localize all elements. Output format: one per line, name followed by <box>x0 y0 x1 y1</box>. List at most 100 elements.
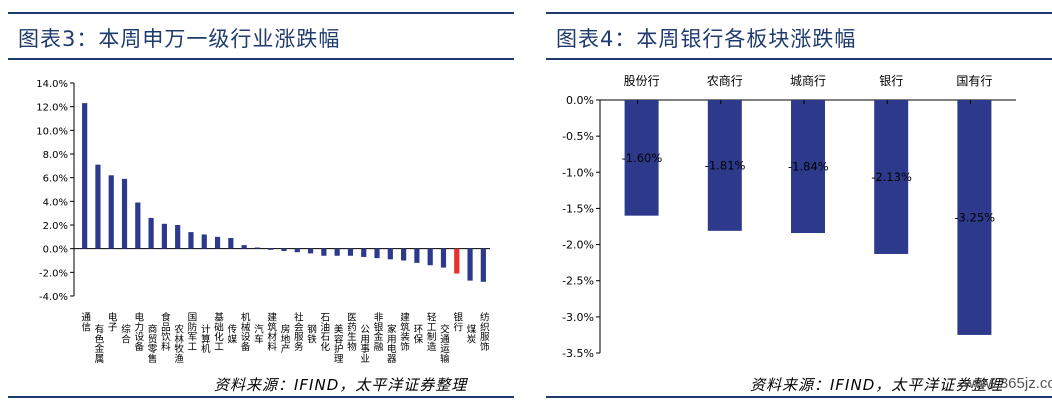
left-title-bar: 图表3：本周申万一级行业涨跌幅 <box>8 12 514 60</box>
bar-7 <box>161 223 167 249</box>
bar-20 <box>334 248 340 256</box>
data-label: -1.60% <box>622 151 663 165</box>
bar-27 <box>427 248 433 266</box>
x-category-label: 银行 <box>451 311 463 332</box>
data-label: -2.13% <box>871 170 912 184</box>
x-category-label: 传媒 <box>225 323 237 344</box>
bar-12 <box>228 238 234 249</box>
x-category-label: 交通运输 <box>438 323 450 364</box>
x-category-label: 建筑装饰 <box>398 311 410 352</box>
bar-14 <box>254 247 261 249</box>
y-tick-label: 10.0% <box>36 126 68 137</box>
y-tick-label: 8.0% <box>43 150 68 161</box>
right-source-note: 资料来源：IFIND，太平洋证券整理 <box>750 376 1004 394</box>
y-tick-label: -2.5% <box>562 275 594 288</box>
bar-30 <box>467 248 473 281</box>
left-panel: 图表3：本周申万一级行业涨跌幅 14.0% 12.0% 10.0% 8.0% 6.0% 4… <box>0 0 514 403</box>
y-tick-label: -1.5% <box>562 202 594 215</box>
data-label: -1.84% <box>788 160 829 174</box>
x-category-label: 电力设备 <box>132 311 144 352</box>
bar-1 <box>624 100 659 216</box>
left-footer-line <box>8 396 514 398</box>
x-category-label: 综合 <box>119 323 131 344</box>
y-tick-label: 6.0% <box>43 174 68 185</box>
bar-5 <box>957 100 992 335</box>
bar-2 <box>707 100 742 231</box>
y-tick-label: 12.0% <box>36 103 68 114</box>
x-category-label: 钢铁 <box>305 323 317 344</box>
y-tick-label: -3.5% <box>562 347 594 360</box>
bar-25 <box>401 248 407 261</box>
left-source-note: 资料来源：IFIND，太平洋证券整理 <box>214 376 468 394</box>
x-category-label: 基础化工 <box>212 311 224 351</box>
bar-10 <box>201 234 207 249</box>
y-tick-label: 0.0% <box>566 94 594 107</box>
x-category-label: 有色金属 <box>92 323 104 364</box>
x-category-label: 非银金融 <box>372 311 384 352</box>
x-category-label: 建筑材料 <box>265 311 277 352</box>
bar-2 <box>95 164 101 249</box>
x-category-label: 煤炭 <box>465 323 477 344</box>
x-category-label: 家用电器 <box>385 323 397 363</box>
bar-3 <box>791 100 825 234</box>
y-tick-label: -4.0% <box>39 292 68 303</box>
y-tick-label: -0.5% <box>562 130 594 143</box>
bar-21 <box>347 248 354 256</box>
x-category-label: 医药生物 <box>345 312 357 352</box>
bar-31 <box>480 248 486 282</box>
bar-17 <box>294 248 300 253</box>
y-tick-label: 14.0% <box>36 79 68 90</box>
x-category-label: 通信 <box>79 312 91 332</box>
left-bar-chart: 14.0% 12.0% 10.0% 8.0% 6.0% 4.0% 2.0% 0.0% -2.0%… <box>36 79 490 364</box>
bar-11 <box>214 236 221 249</box>
y-tick-label: -2.0% <box>39 268 68 279</box>
bar-18 <box>307 248 314 254</box>
bar-24 <box>387 248 393 260</box>
right-chart-title: 图表4：本周银行各板块涨跌幅 <box>556 27 857 51</box>
x-category-label: 环保 <box>411 324 423 344</box>
x-category-label: 股份行 <box>624 74 660 88</box>
watermark-text: www.365jz.com <box>964 375 1052 392</box>
x-category-label: 城商行 <box>790 73 826 88</box>
y-tick-label: -2.0% <box>562 239 594 252</box>
x-category-label: 农商行 <box>707 73 743 88</box>
bar-26 <box>414 248 420 263</box>
bar-4 <box>874 100 909 254</box>
bar-6 <box>148 217 154 249</box>
bar-22 <box>361 248 367 257</box>
bar-13 <box>241 245 247 249</box>
x-category-label: 美容护理 <box>332 323 344 363</box>
x-category-label: 汽车 <box>252 323 264 344</box>
bar-8 <box>175 225 181 249</box>
y-tick-label: 2.0% <box>43 221 68 232</box>
x-category-label: 农林牧渔 <box>172 323 184 363</box>
x-category-label: 食品饮料 <box>159 311 171 352</box>
x-category-label: 计算机 <box>199 323 211 354</box>
right-bar-chart: 0.0% -0.5% -1.0% -1.5% -2.0% -2.5% -3.0% -3.5% 股… <box>562 73 1016 360</box>
bar-19 <box>321 248 327 256</box>
x-category-label: 电子 <box>106 311 118 331</box>
bar-15 <box>268 248 274 250</box>
bar-5 <box>135 202 141 249</box>
bar-4 <box>121 178 128 249</box>
x-category-label: 机械设备 <box>239 311 251 352</box>
y-tick-label: 4.0% <box>43 197 68 208</box>
x-category-label: 石油石化 <box>318 312 330 352</box>
right-title-bar: 图表4：本周银行各板块涨跌幅 <box>546 12 1052 60</box>
bar-29 <box>454 248 460 274</box>
x-category-label: 房地产 <box>279 323 291 354</box>
y-tick-label: -3.0% <box>562 311 594 324</box>
y-tick-label: 0.0% <box>43 245 68 256</box>
x-category-label: 社会服务 <box>292 311 304 352</box>
x-category-label: 轻工制造 <box>425 311 437 352</box>
data-label: -1.81% <box>705 158 746 172</box>
y-tick-label: -1.0% <box>562 166 594 179</box>
bar-28 <box>440 248 447 268</box>
x-category-label: 银行 <box>879 74 903 88</box>
left-chart-title: 图表3：本周申万一级行业涨跌幅 <box>18 27 341 51</box>
right-panel: 图表4：本周银行各板块涨跌幅 0.0% -0.5% -1.0% -1.5% -2.0% -… <box>538 0 1052 403</box>
x-category-label: 国有行 <box>956 74 992 88</box>
x-category-label: 国防军工 <box>185 312 197 352</box>
x-category-label: 公用事业 <box>358 324 370 364</box>
x-category-label: 商贸零售 <box>146 323 158 364</box>
